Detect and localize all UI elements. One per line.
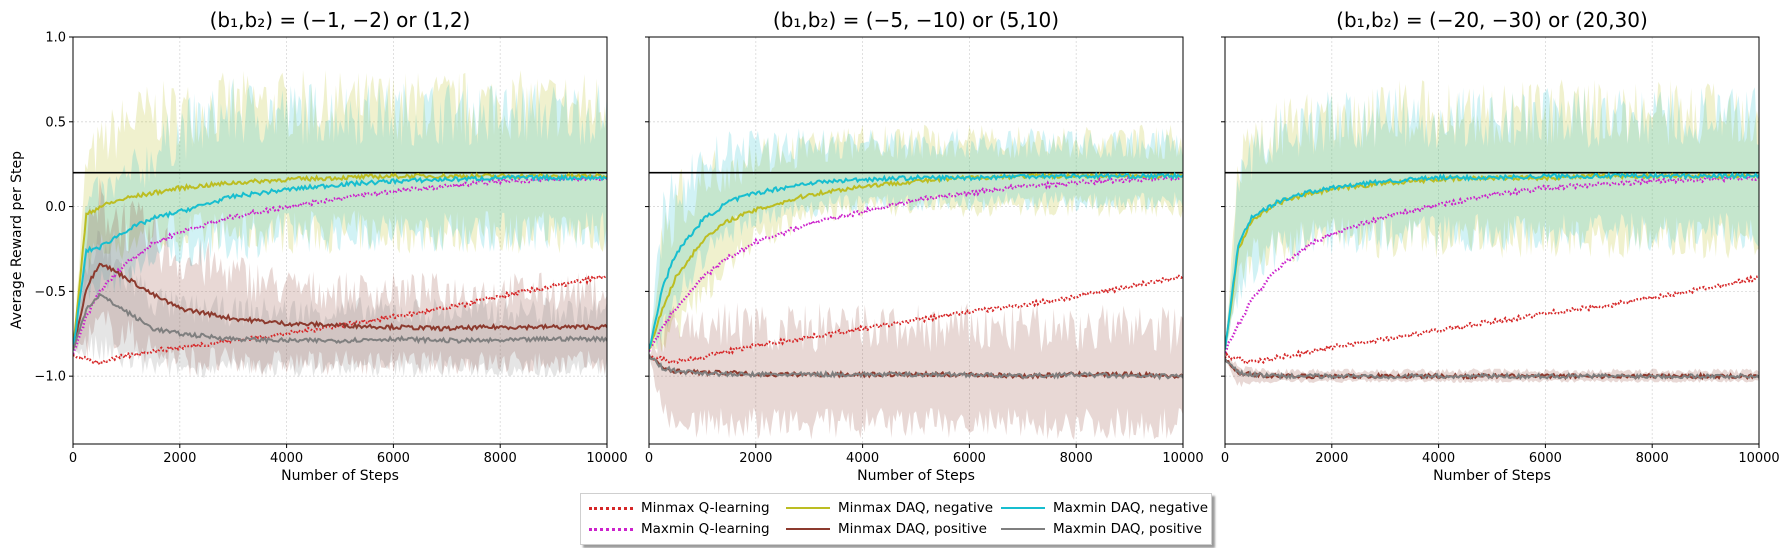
legend-item-minmax-daq-negative: Minmax DAQ, negative (786, 499, 993, 517)
legend-item-minmax-daq-positive: Minmax DAQ, positive (786, 520, 987, 538)
x-tick-label: 0 (645, 451, 653, 466)
x-tick-label: 6000 (953, 451, 986, 466)
x-tick-label: 2000 (1315, 451, 1348, 466)
x-tick-label: 4000 (1422, 451, 1455, 466)
x-tick-label: 10000 (1162, 451, 1203, 466)
chart-panel-2: 0 2000 4000 6000 8000 10000 Number of Steps (b₁… (645, 8, 1204, 484)
band-maxmin-daq-negative (649, 128, 1183, 351)
series-maxmin-daq-positive (649, 354, 1183, 381)
x-axis-label: Number of Steps (281, 468, 399, 484)
legend-swatch-icon (589, 527, 633, 531)
series-minmax-q-learning (1225, 274, 1759, 366)
y-tick-label: 1.0 (45, 31, 66, 46)
x-tick-label: 0 (1221, 451, 1229, 466)
plot-area (649, 124, 1183, 440)
panel-title: (b₁,b₂) = (−20, −30) or (20,30) (1336, 8, 1648, 32)
legend-swatch-icon (1001, 528, 1045, 530)
panel-title: (b₁,b₂) = (−1, −2) or (1,2) (210, 8, 471, 32)
x-tick-label: 4000 (846, 451, 879, 466)
band-maxmin-daq-negative (1225, 87, 1759, 351)
axes-frame (1224, 36, 1760, 445)
chart-panel-1: 0 2000 4000 6000 8000 10000 1.0 0.5 0.0 −0.5 −1.0 N… (34, 8, 627, 484)
series-minmax-q-learning (73, 273, 607, 367)
legend-label: Minmax DAQ, negative (838, 500, 994, 516)
x-tick-label: 10000 (1738, 451, 1779, 466)
y-axis-label: Average Reward per Step (9, 151, 25, 329)
band-maxmin-daq-negative (73, 78, 607, 351)
legend-label: Maxmin DAQ, positive (1053, 521, 1202, 537)
chart-panel-3: 0 2000 4000 6000 8000 10000 Number of Steps (b₁… (1221, 8, 1780, 484)
series-maxmin-q-learning (649, 174, 1183, 352)
legend-label: Minmax DAQ, positive (838, 521, 987, 537)
series-maxmin-daq-negative (1225, 171, 1759, 350)
series-maxmin-daq-negative (649, 171, 1183, 350)
series-maxmin-q-learning (73, 174, 607, 355)
series-minmax-daq-negative (73, 172, 607, 350)
y-tick-label: −0.5 (34, 285, 66, 300)
band-minmax-daq-negative (73, 70, 607, 351)
series-minmax-daq-positive (73, 262, 607, 350)
x-axis-label: Number of Steps (857, 468, 975, 484)
band-minmax-daq-negative (649, 124, 1183, 353)
series-minmax-q-learning (649, 273, 1183, 365)
series-maxmin-daq-negative (73, 173, 607, 351)
legend-swatch-icon (786, 507, 830, 509)
y-tick-label: 0.0 (45, 200, 66, 215)
series-maxmin-daq-positive (1225, 358, 1759, 381)
x-tick-label: 6000 (1529, 451, 1562, 466)
series-maxmin-daq-positive (73, 292, 607, 351)
x-tick-label: 2000 (163, 451, 196, 466)
legend-item-maxmin-daq-positive: Maxmin DAQ, positive (1001, 520, 1202, 538)
axes-frame (72, 36, 608, 445)
plot-area (1225, 79, 1759, 388)
legend-swatch-icon (589, 506, 633, 510)
legend-item-maxmin-q: Maxmin Q-learning (589, 520, 770, 538)
y-tick-label: −1.0 (34, 370, 66, 385)
axes-frame (648, 36, 1184, 445)
legend-swatch-icon (786, 528, 830, 530)
x-tick-label: 8000 (1636, 451, 1669, 466)
legend-label: Maxmin Q-learning (641, 521, 770, 537)
legend-item-maxmin-daq-negative: Maxmin DAQ, negative (1001, 499, 1208, 517)
x-tick-label: 8000 (484, 451, 517, 466)
x-axis-label: Number of Steps (1433, 468, 1551, 484)
legend-swatch-icon (1001, 507, 1045, 509)
legend-item-minmax-q: Minmax Q-learning (589, 499, 770, 517)
x-tick-label: 6000 (377, 451, 410, 466)
plot-area (73, 70, 607, 378)
x-tick-label: 0 (69, 451, 77, 466)
panel-title: (b₁,b₂) = (−5, −10) or (5,10) (773, 8, 1059, 32)
band-minmax-daq-positive (1225, 359, 1759, 388)
legend-label: Minmax Q-learning (641, 500, 770, 516)
y-tick-label: 0.5 (45, 115, 66, 130)
x-tick-label: 8000 (1060, 451, 1093, 466)
band-minmax-daq-negative (1225, 79, 1759, 351)
x-tick-label: 10000 (586, 451, 627, 466)
legend-box: Minmax Q-learning Maxmin Q-learning Minm… (580, 493, 1212, 545)
legend-label: Maxmin DAQ, negative (1053, 500, 1209, 516)
x-tick-label: 4000 (270, 451, 303, 466)
x-tick-label: 2000 (739, 451, 772, 466)
